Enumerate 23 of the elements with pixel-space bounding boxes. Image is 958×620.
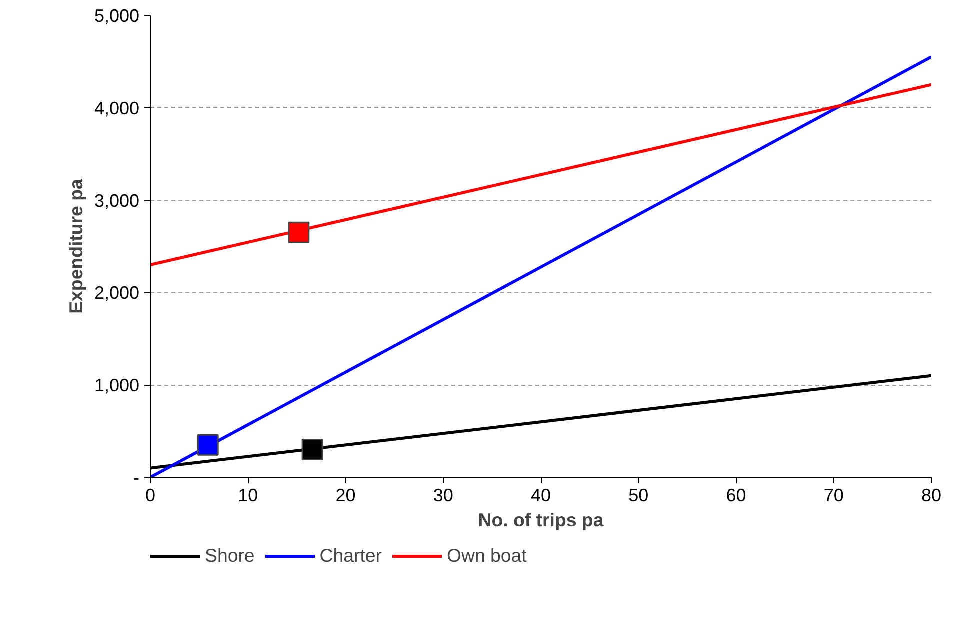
x-tick-label: 80 (921, 486, 942, 506)
point (197, 434, 219, 456)
y-tick-label: - (134, 468, 140, 488)
y-tick-label: 4,000 (94, 98, 140, 118)
x-tick-label: 70 (824, 486, 844, 506)
legend-label: Charter (320, 545, 382, 567)
x-tick-label: 50 (628, 486, 649, 506)
legend-label: Own boat (447, 545, 527, 567)
point (288, 222, 310, 244)
x-axis-title: No. of trips pa (478, 510, 604, 530)
y-tick-label: 5,000 (94, 6, 140, 26)
x-tick-label: 0 (145, 486, 156, 506)
x-tick-label: 60 (726, 486, 746, 506)
x-tick-label: 40 (530, 486, 552, 506)
y-tick-label: 2,000 (94, 283, 140, 304)
x-tick-label: 30 (433, 486, 454, 506)
y-axis-title: Expenditure pa (65, 178, 86, 314)
legend-label: Shore (205, 545, 255, 567)
point (302, 439, 324, 461)
x-tick-label: 10 (238, 486, 258, 506)
y-tick-label: 3,000 (94, 190, 140, 211)
x-tick-label: 20 (336, 486, 356, 506)
y-tick-label: 1,000 (94, 376, 140, 396)
